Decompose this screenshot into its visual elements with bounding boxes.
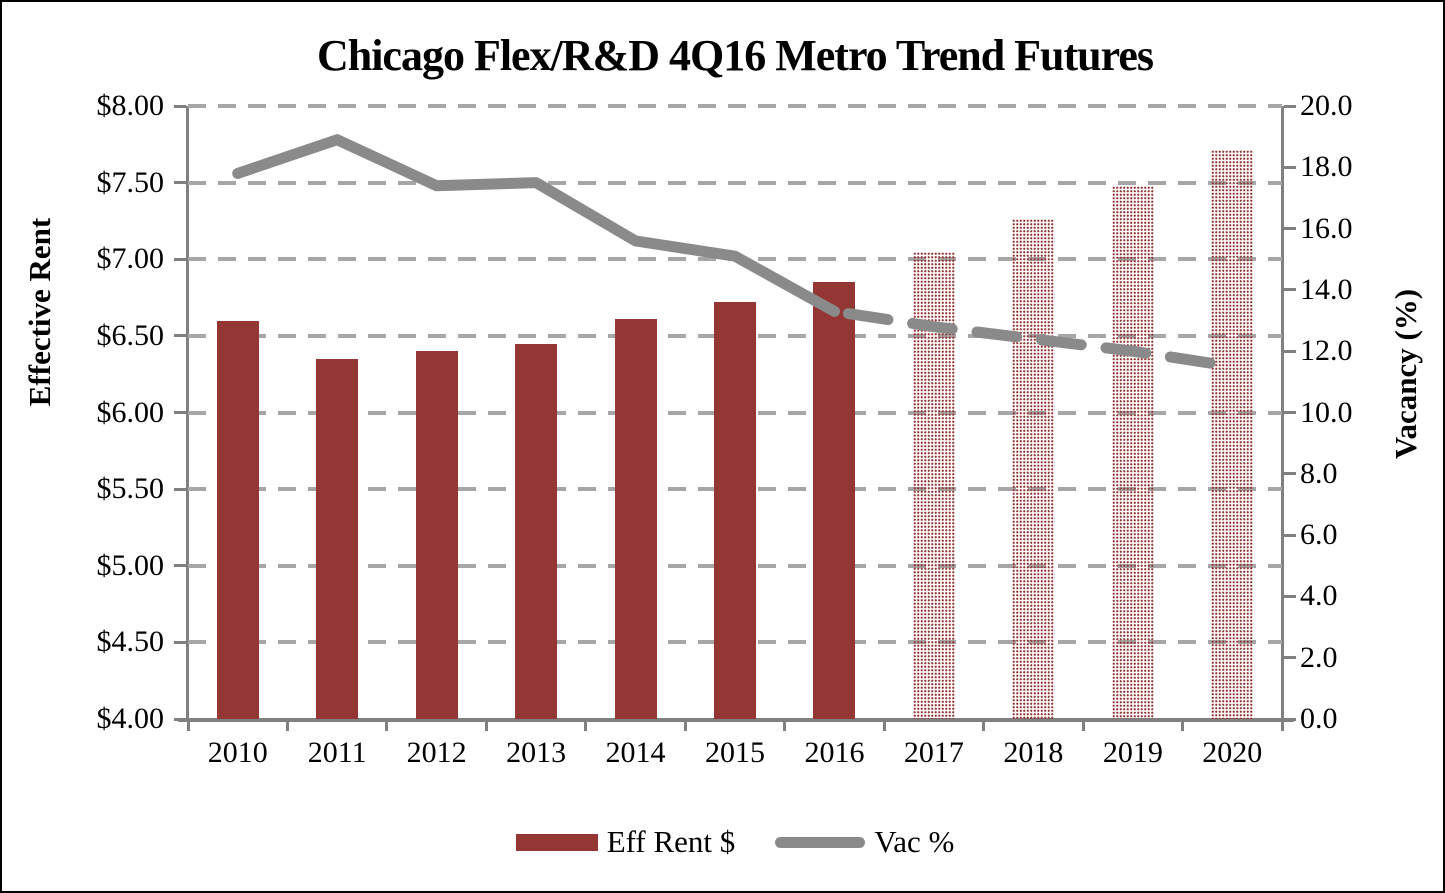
x-axis-tick — [285, 722, 289, 731]
y-axis-right-tick — [1284, 717, 1296, 721]
legend-item-eff-rent: Eff Rent $ — [515, 824, 736, 859]
x-axis-label-2014: 2014 — [605, 736, 666, 769]
y-axis-left-tick — [174, 487, 186, 491]
x-axis-tick — [186, 722, 190, 731]
bar-2020 — [1211, 150, 1254, 719]
y-axis-right-tick — [1284, 288, 1296, 292]
x-axis-label-2017: 2017 — [903, 736, 964, 769]
x-axis-label-2018: 2018 — [1003, 736, 1064, 769]
bar-2015 — [714, 302, 756, 719]
x-axis-tick — [882, 722, 886, 731]
y-axis-right-tick — [1284, 472, 1296, 476]
y-axis-left-label: $8.00 — [96, 89, 165, 122]
y-axis-left-label: $6.00 — [96, 395, 165, 429]
y-axis-right-label: 16.0 — [1300, 211, 1353, 245]
y-axis-right-label: 2.0 — [1300, 640, 1338, 674]
y-axis-right-tick — [1284, 656, 1296, 660]
x-axis-label-2011: 2011 — [307, 736, 367, 769]
bar-2012 — [415, 351, 458, 719]
x-axis-tick — [385, 722, 389, 731]
bar-2013 — [515, 343, 558, 719]
x-axis-label-2010: 2010 — [207, 736, 268, 769]
x-axis-tick — [982, 722, 986, 731]
y-axis-right-label: 20.0 — [1300, 89, 1353, 122]
y-axis-left-label: $7.50 — [96, 165, 165, 199]
legend-line-swatch — [775, 836, 866, 848]
y-axis-right-tick — [1284, 165, 1296, 169]
y-axis-left-tick — [174, 640, 186, 644]
x-axis-label-2015: 2015 — [705, 736, 765, 769]
y-axis-right-tick — [1284, 533, 1296, 537]
y-axis-right-tick — [1284, 411, 1296, 414]
y-axis-left-tick — [174, 411, 186, 414]
y-axis-right-label: 10.0 — [1300, 395, 1353, 429]
y-axis-right-tick — [1284, 594, 1296, 598]
legend: Eff Rent $ Vac % — [188, 822, 1282, 862]
x-axis-tick — [1280, 722, 1284, 731]
plot-area — [188, 104, 1282, 719]
y-axis-right-label: 6.0 — [1300, 518, 1338, 552]
bar-2016 — [813, 282, 856, 719]
bar-2018 — [1012, 219, 1055, 719]
y-axis-right-tick — [1284, 104, 1296, 108]
y-axis-right-tick — [1284, 227, 1296, 231]
vacancy-line-history — [232, 134, 840, 317]
y-axis-left-tick — [174, 104, 186, 108]
y-axis-left-tick — [174, 564, 186, 568]
bar-2010 — [216, 320, 259, 719]
y-axis-right-label: 14.0 — [1300, 272, 1353, 306]
x-axis-line — [178, 718, 1294, 722]
y-axis-left-label: $5.50 — [96, 472, 165, 506]
legend-line-label: Vac % — [874, 824, 955, 859]
y-axis-right-label: 8.0 — [1300, 456, 1338, 490]
y-axis-left-label: $6.50 — [96, 318, 165, 352]
y-axis-left-tick — [174, 257, 186, 261]
y-axis-left-label: $4.00 — [96, 702, 165, 735]
y-axis-left-tick — [174, 717, 186, 721]
y-axis-right-label: 4.0 — [1300, 579, 1338, 613]
x-axis-tick — [584, 722, 588, 731]
legend-bar-label: Eff Rent $ — [606, 824, 736, 859]
x-axis-tick — [484, 722, 488, 731]
bar-2014 — [614, 319, 657, 719]
x-axis-label-2012: 2012 — [406, 736, 467, 769]
vacancy-line-forecast — [829, 305, 1238, 372]
y-axis-left-tick — [174, 181, 186, 185]
x-axis-tick — [683, 722, 687, 731]
right-axis-line — [1281, 106, 1284, 722]
chart-title: Chicago Flex/R&D 4Q16 Metro Trend Future… — [316, 31, 1154, 80]
y-axis-right-label: 18.0 — [1300, 150, 1353, 184]
y-axis-left-label: $4.50 — [96, 625, 165, 659]
x-axis-tick — [1081, 722, 1085, 731]
y-axis-right-label: 0.0 — [1300, 702, 1338, 735]
legend-item-vacancy: Vac % — [775, 825, 954, 859]
legend-bar-swatch — [515, 833, 598, 851]
bar-2011 — [316, 358, 359, 719]
y-axis-right-label: 12.0 — [1300, 334, 1353, 368]
gridline — [188, 104, 1282, 108]
x-axis-label-2013: 2013 — [506, 736, 567, 769]
x-axis-tick — [1181, 722, 1185, 731]
y-axis-right-tick — [1284, 349, 1296, 353]
y-axis-left-label: $5.00 — [96, 548, 165, 582]
bar-2019 — [1111, 185, 1154, 719]
x-axis-label-2020: 2020 — [1202, 736, 1263, 769]
x-axis-label-2016: 2016 — [804, 736, 865, 769]
y-axis-left-label: $7.00 — [96, 242, 165, 276]
x-axis-tick — [783, 722, 787, 731]
x-axis-label-2019: 2019 — [1102, 736, 1163, 769]
y-axis-left-tick — [174, 334, 186, 338]
vacancy-line-layer — [232, 134, 1238, 372]
right-axis-title: Vacancy (%) — [1388, 288, 1423, 460]
left-axis-line — [186, 106, 189, 722]
gridline — [188, 180, 1282, 185]
